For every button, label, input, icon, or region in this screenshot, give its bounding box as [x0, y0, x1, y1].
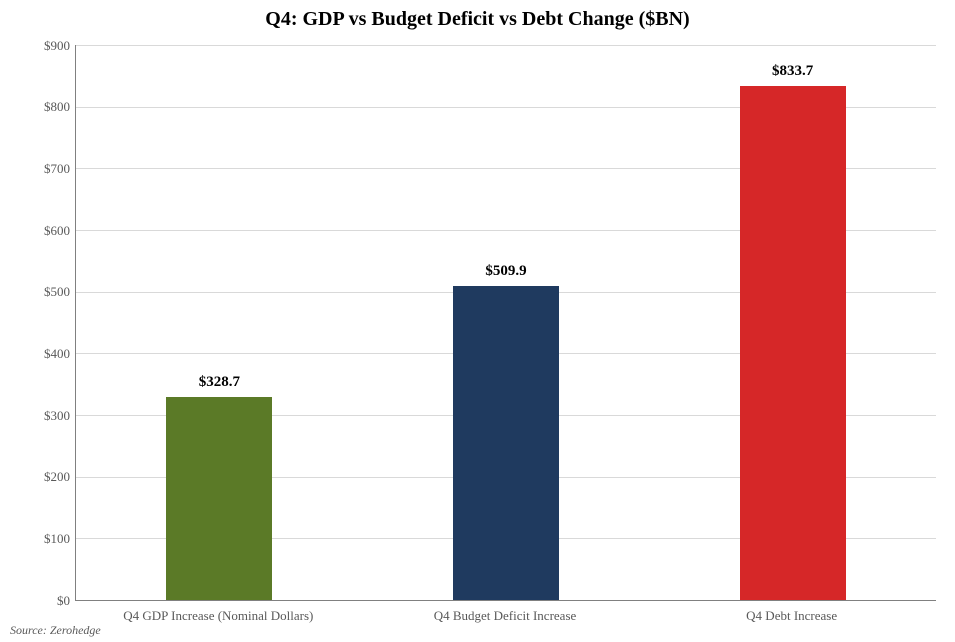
- ytick-label: $400: [10, 346, 70, 362]
- ytick-label: $800: [10, 99, 70, 115]
- bar-value-label: $509.9: [426, 263, 586, 280]
- category-label: Q4 Debt Increase: [648, 608, 935, 624]
- ytick-label: $700: [10, 161, 70, 177]
- category-label: Q4 GDP Increase (Nominal Dollars): [75, 608, 362, 624]
- bar: [453, 286, 559, 600]
- gridline: [76, 45, 936, 46]
- chart-title: Q4: GDP vs Budget Deficit vs Debt Change…: [0, 8, 955, 31]
- ytick-label: $200: [10, 469, 70, 485]
- chart: Q4: GDP vs Budget Deficit vs Debt Change…: [0, 0, 955, 642]
- source-label: Source: Zerohedge: [10, 623, 101, 638]
- ytick-label: $300: [10, 408, 70, 424]
- ytick-label: $0: [10, 593, 70, 609]
- plot-area: $328.7 $509.9 $833.7: [75, 45, 936, 601]
- category-label: Q4 Budget Deficit Increase: [362, 608, 649, 624]
- ytick-label: $600: [10, 223, 70, 239]
- bar: [740, 86, 846, 600]
- ytick-label: $900: [10, 38, 70, 54]
- bar-value-label: $328.7: [139, 374, 299, 391]
- bar-value-label: $833.7: [713, 63, 873, 80]
- ytick-label: $500: [10, 284, 70, 300]
- bar: [166, 397, 272, 600]
- ytick-label: $100: [10, 531, 70, 547]
